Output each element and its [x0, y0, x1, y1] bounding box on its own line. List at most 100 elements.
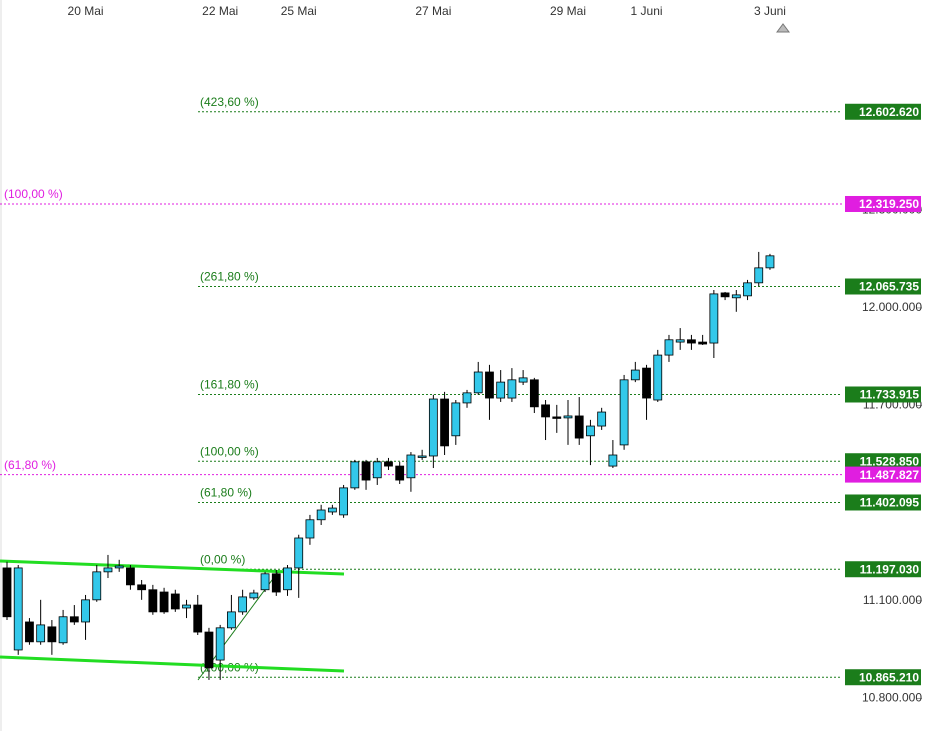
- y-tick-label: 10.800.000: [862, 691, 922, 705]
- y-tick-label: 12.000.000: [862, 300, 922, 314]
- candle-body: [529, 379, 539, 408]
- candle-body: [664, 339, 674, 356]
- candle-body: [406, 454, 416, 479]
- x-tick-label: 20 Mai: [68, 4, 104, 18]
- candle-body: [451, 402, 461, 437]
- candle-body: [720, 292, 730, 298]
- candle-body: [36, 624, 46, 643]
- x-tick-label: 25 Mai: [281, 4, 317, 18]
- level-tag: (100,00 %): [200, 444, 259, 458]
- price-box-label: 12.065.735: [859, 280, 919, 294]
- level-tag: (61,80 %): [4, 458, 56, 472]
- candle-body: [731, 294, 741, 299]
- candle-body: [294, 537, 304, 569]
- candle-body: [350, 461, 360, 489]
- candle-body: [193, 604, 203, 633]
- candle-body: [462, 392, 472, 404]
- candle-body: [2, 567, 12, 618]
- price-box: [845, 103, 921, 120]
- candle-body: [485, 371, 494, 399]
- x-tick-label: 22 Mai: [202, 4, 238, 18]
- candle-body: [81, 599, 90, 623]
- candle-body: [698, 341, 708, 345]
- candle-body: [541, 404, 550, 418]
- candle-body: [765, 255, 775, 269]
- candle-body: [283, 567, 292, 591]
- candle-body: [114, 565, 124, 569]
- candle-body: [653, 354, 663, 401]
- candle-body: [563, 415, 573, 419]
- candle-body: [440, 398, 449, 447]
- candle-body: [58, 616, 68, 644]
- price-box-label: 11.528.850: [860, 454, 920, 468]
- candle-body: [327, 507, 337, 513]
- candle-body: [339, 487, 349, 516]
- price-box-label: 10.865.210: [859, 670, 919, 684]
- price-box-label: 11.197.030: [860, 562, 920, 576]
- candle-body: [316, 509, 326, 521]
- level-tag: (261,80 %): [200, 270, 259, 284]
- price-labels: 12.602.620 12.319.250 12.065.735 11.733.915…: [845, 103, 921, 686]
- candle-body: [92, 571, 102, 601]
- candle-body: [372, 461, 382, 479]
- level-tag: (423,60 %): [200, 95, 259, 109]
- candle-body: [103, 567, 113, 573]
- candle-body: [204, 631, 214, 669]
- price-box: [845, 669, 921, 686]
- candle-body: [428, 398, 438, 457]
- candle-body: [226, 611, 236, 629]
- level-tag: (0,00 %): [200, 552, 245, 566]
- candle-body: [361, 461, 371, 481]
- candle-body: [574, 415, 584, 439]
- candle-body: [159, 591, 169, 613]
- y-tick-label: 11.100.000: [863, 593, 922, 607]
- candle-body: [25, 621, 34, 643]
- x-tick-label: 1 Juni: [631, 4, 663, 18]
- price-box: [845, 494, 921, 511]
- price-box-label: 12.602.620: [859, 105, 919, 119]
- price-box: [845, 453, 921, 470]
- today-marker: [776, 23, 790, 33]
- candle-body: [586, 425, 595, 437]
- price-box-label: 11.487.827: [860, 468, 920, 482]
- candle-body: [137, 584, 147, 591]
- price-box-label: 11.733.915: [860, 388, 920, 402]
- candle-body: [126, 567, 135, 586]
- x-tick-label: 3 Juni: [754, 4, 786, 18]
- candle-body: [743, 282, 752, 297]
- candle-body: [518, 377, 528, 383]
- candle-body: [170, 593, 180, 610]
- candle-body: [182, 604, 191, 609]
- candle-body: [608, 454, 618, 467]
- candle-body: [473, 371, 483, 394]
- candle-body: [260, 573, 270, 591]
- candle-body: [271, 573, 281, 593]
- price-box: [845, 195, 921, 212]
- price-box-label: 12.319.250: [859, 197, 919, 211]
- candle-body: [709, 293, 719, 344]
- candle-body: [148, 589, 158, 613]
- candle-body: [384, 461, 393, 467]
- channel-line: [0, 655, 345, 673]
- level-tag: (61,80 %): [200, 486, 252, 500]
- candle-body: [417, 455, 427, 458]
- candle-body: [675, 339, 685, 343]
- x-tick-label: 29 Mai: [550, 4, 586, 18]
- levels-layer: (423,60 %) (100,00 %) (261,80 %) (161,80 %)…: [0, 95, 842, 678]
- candle-body: [619, 379, 629, 446]
- candle-body: [552, 416, 562, 419]
- candle-body: [754, 267, 764, 284]
- level-tag: (161,80 %): [200, 378, 259, 392]
- candle-body: [507, 379, 517, 399]
- candle-body: [13, 567, 23, 651]
- candle-body: [215, 627, 225, 661]
- price-box: [845, 278, 921, 295]
- candle-body: [630, 369, 640, 381]
- candle-body: [597, 411, 607, 427]
- candle-body: [395, 465, 405, 481]
- candle-body: [238, 596, 248, 613]
- level-tag: (100,00 %): [4, 187, 63, 201]
- price-box: [845, 386, 921, 403]
